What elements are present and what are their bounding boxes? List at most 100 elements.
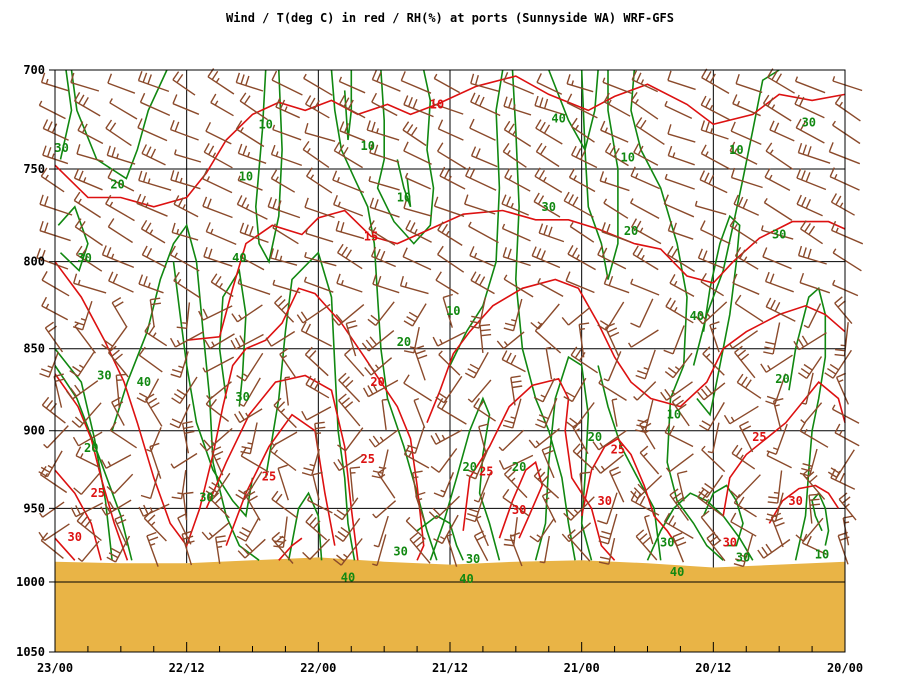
wind-barb-shaft [203,256,233,267]
wind-barb [503,120,532,147]
wind-barb-shaft [344,354,365,377]
wind-barb-shaft [271,177,296,193]
wind-barb-flag [802,463,813,467]
wind-barb-flag [533,192,540,202]
wind-barb-flag [729,343,734,349]
wind-barb [765,142,794,170]
wind-barb [533,192,561,218]
wind-barb [236,352,264,382]
wind-barb [371,92,398,117]
wind-barb-flag [630,322,640,328]
wind-barb-shaft [277,468,289,501]
wind-barb-flag [739,454,744,460]
wind-barb-flag [808,225,816,235]
wind-barb-flag [794,94,800,105]
wind-barb-shaft [374,428,400,448]
wind-barb [39,501,65,518]
wind-barb-flag [271,490,279,500]
wind-barb-shaft [336,282,363,293]
wind-barb [729,330,759,349]
wind-barb-flag [829,167,835,177]
wind-barb [338,76,366,94]
wind-barb [644,514,654,545]
wind-barb-flag [235,72,241,83]
wind-barb-flag [245,412,249,418]
wind-barb [181,420,195,454]
wind-barb-flag [473,397,480,407]
wind-barb [239,252,265,271]
wind-barb-shaft [563,200,594,218]
rh-contour-line [511,69,576,561]
wind-barb-flag [247,442,253,445]
contour-label: 10 [815,547,829,561]
wind-barb-shaft [81,540,100,562]
wind-barb-flag [430,435,437,445]
wind-barb [796,168,827,191]
wind-barb [77,540,100,562]
wind-barb-flag [765,400,776,406]
wind-barb-flag [206,198,212,209]
wind-barb-flag [708,174,715,185]
wind-barb-flag [510,375,521,379]
wind-barb-flag [764,346,775,350]
wind-barb-flag [272,223,277,229]
wind-barb [170,351,189,378]
wind-barb [432,98,464,115]
wind-barb-flag [305,513,314,523]
wind-barb-flag [766,450,770,456]
wind-barb [578,322,590,358]
wind-barb [798,356,823,379]
wind-barb-flag [764,168,771,178]
wind-barb-flag [639,495,646,506]
wind-barb-shaft [304,256,337,267]
wind-barb [73,273,107,294]
wind-barb [372,534,387,567]
wind-barb [838,492,857,521]
wind-barb [699,170,728,194]
wind-barb-flag [210,273,218,283]
wind-barb-flag [832,76,836,82]
wind-barb-flag [210,439,215,445]
wind-barb-flag [800,220,807,230]
wind-barb-flag [338,76,343,82]
wind-barb-shaft [567,535,591,562]
wind-barb-shaft [572,450,595,471]
wind-barb-flag [570,346,578,356]
wind-barb-flag [147,514,156,523]
wind-barb [635,349,656,380]
contour-label: 10 [360,139,374,153]
wind-barb-flag [734,345,743,353]
wind-barb [566,93,598,119]
wind-barb [767,68,795,94]
wind-barb [733,494,757,518]
wind-barb-flag [414,345,425,350]
wind-barb-flag [39,194,44,205]
wind-barb-flag [503,274,508,280]
wind-barb-flag [170,463,175,469]
wind-barb-flag [150,148,157,159]
wind-barb-flag [675,496,685,504]
wind-barb-flag [308,350,317,359]
wind-barb-flag [599,535,610,540]
wind-barb-flag [672,522,677,528]
wind-barb-flag [313,100,320,110]
wind-barb-flag [47,464,53,469]
wind-barb [149,297,161,328]
wind-barb-shaft [110,429,137,449]
wind-barb [795,517,824,542]
wind-barb-flag [275,151,279,157]
wind-barb-flag [464,194,469,205]
wind-barb [237,538,266,559]
wind-barb [569,221,595,243]
wind-barb-flag [743,256,748,262]
wind-barb [442,293,454,328]
wind-barb-shaft [381,400,387,430]
wind-barb-flag [597,324,607,331]
wind-barb-shaft [245,517,260,542]
wind-barb-flag [170,170,175,181]
wind-barb-flag [701,445,706,451]
wind-barb-flag [805,172,811,182]
wind-barb-flag [642,536,651,545]
